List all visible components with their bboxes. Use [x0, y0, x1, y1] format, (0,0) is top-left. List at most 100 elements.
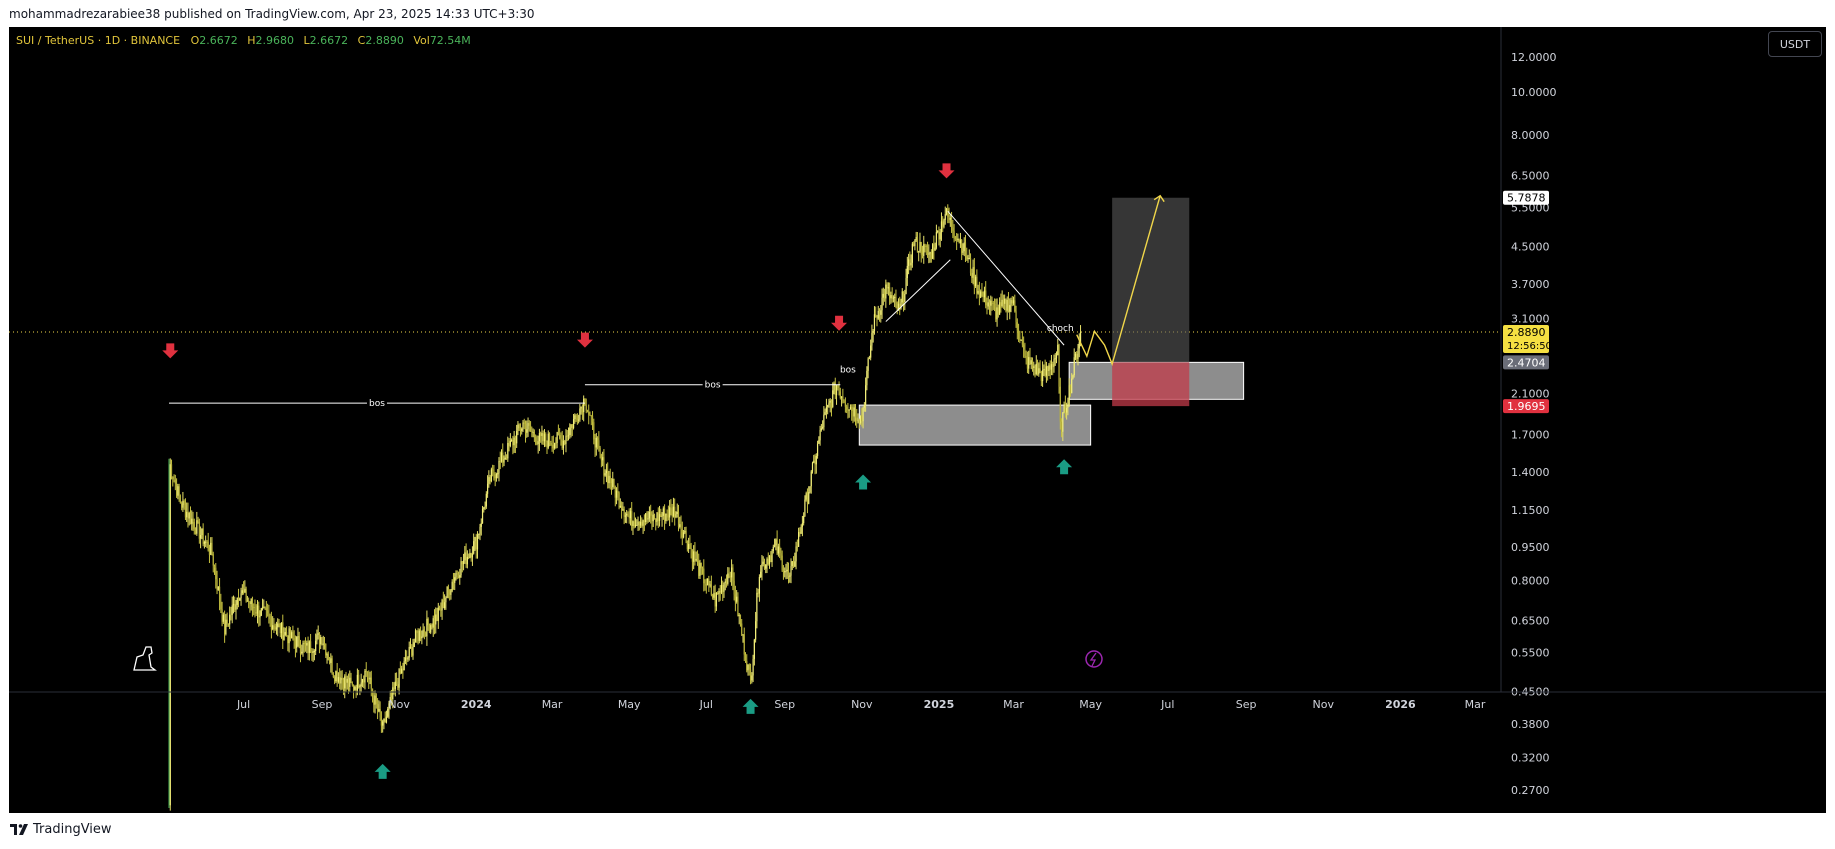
candle-body — [906, 265, 908, 279]
candle-body — [183, 501, 185, 506]
candle-body — [1042, 370, 1044, 382]
candle-body — [682, 532, 685, 538]
candle-body — [341, 677, 343, 681]
footer-brand: TradingView — [33, 822, 112, 837]
currency-button[interactable]: USDT — [1768, 31, 1822, 57]
candle-body — [1076, 353, 1078, 359]
candle-body — [658, 514, 661, 521]
candle-body — [259, 615, 261, 618]
candle-body — [809, 486, 811, 493]
candle-body — [422, 629, 424, 637]
bos-label-2: bos — [705, 381, 721, 391]
candle-body — [895, 297, 897, 303]
candle-body — [352, 684, 355, 690]
candle-body — [580, 406, 582, 409]
candle-body — [713, 593, 715, 598]
candle-body — [728, 573, 730, 576]
candle-body — [790, 566, 792, 576]
candle-body — [622, 509, 624, 511]
candle-body — [475, 537, 477, 550]
candle-body — [1002, 299, 1005, 304]
candle-body — [553, 442, 556, 449]
candle-body — [270, 618, 273, 630]
bos-label-bg-1 — [366, 397, 387, 409]
candle-body — [995, 307, 997, 320]
candle-body — [810, 471, 812, 487]
candle-body — [657, 512, 659, 521]
candle-body — [746, 660, 748, 671]
publisher-line: mohammadrezarabiee38 published on Tradin… — [9, 7, 535, 21]
candle-body — [751, 675, 753, 681]
x-tick-label: Sep — [312, 698, 333, 711]
candle-body — [733, 580, 735, 595]
candle-body — [942, 221, 944, 227]
candle-body — [867, 358, 869, 371]
candle-body — [988, 302, 991, 306]
candle-body — [527, 423, 529, 430]
candle-body — [900, 302, 902, 309]
candle-body — [789, 575, 791, 577]
candle-body — [638, 521, 640, 526]
candle-body — [267, 610, 269, 614]
candle-body — [1054, 358, 1056, 360]
candle-body — [366, 672, 369, 678]
candle-body — [375, 695, 377, 705]
candle-body — [546, 441, 548, 448]
candle-body — [222, 614, 224, 622]
chart-panel[interactable]: bos bos bos choch 12.0000 10.0000 8.0000 6.5000… — [9, 27, 1826, 813]
candle-body — [280, 622, 283, 634]
candle-body — [837, 385, 839, 389]
candle-body — [302, 642, 304, 652]
y-tick-label: 0.9500 — [1511, 541, 1550, 554]
candle-body — [547, 433, 549, 448]
price-label-3: 2.4704 — [1507, 356, 1546, 369]
candle-body — [1077, 348, 1079, 359]
candle-body — [665, 513, 667, 522]
candle-body — [411, 646, 413, 656]
candle-body — [511, 439, 513, 441]
candle-body — [242, 590, 245, 593]
candle-body — [595, 437, 597, 448]
tradingview-footer[interactable]: TradingView — [10, 822, 112, 837]
candle-body — [378, 708, 380, 712]
candle-body — [628, 515, 630, 519]
candle-body — [1024, 349, 1026, 356]
candle-body — [301, 651, 303, 654]
candle-body — [401, 668, 403, 674]
candle-body — [662, 508, 664, 516]
candle-body — [996, 307, 998, 320]
candle-body — [734, 594, 736, 602]
candle-body — [344, 676, 346, 689]
candle-body — [741, 623, 743, 635]
projection-arrowhead — [1153, 194, 1165, 203]
candle-body — [456, 573, 458, 575]
candle-body — [804, 499, 806, 517]
candle-body — [274, 625, 276, 630]
candle-body — [945, 208, 948, 215]
candle-body — [293, 637, 295, 641]
candle-body — [729, 575, 731, 578]
symbol-title[interactable]: SUI / TetherUS · 1D · BINANCE — [16, 34, 181, 47]
candle-body — [359, 686, 361, 688]
candle-body — [436, 614, 438, 621]
candle-body — [481, 508, 484, 524]
candle-body — [292, 632, 294, 638]
candle-body — [425, 632, 427, 637]
candle-body — [618, 492, 620, 508]
candle-body — [394, 681, 396, 690]
candle-body — [559, 434, 561, 439]
candle-body — [833, 383, 835, 391]
candle-body — [909, 259, 911, 266]
candle-body — [957, 238, 959, 241]
candle-body — [646, 513, 648, 520]
candle-body — [1031, 360, 1034, 368]
candle-body — [907, 259, 910, 266]
candle-body — [719, 591, 721, 593]
candle-body — [480, 523, 482, 527]
candle-body — [207, 541, 209, 551]
candle-body — [1004, 298, 1006, 304]
price-chart[interactable]: bos bos bos choch 12.0000 10.0000 8.0000 6.5000… — [9, 27, 1826, 813]
candle-body — [542, 433, 544, 442]
candle-body — [993, 303, 996, 308]
candle-body — [814, 460, 816, 465]
